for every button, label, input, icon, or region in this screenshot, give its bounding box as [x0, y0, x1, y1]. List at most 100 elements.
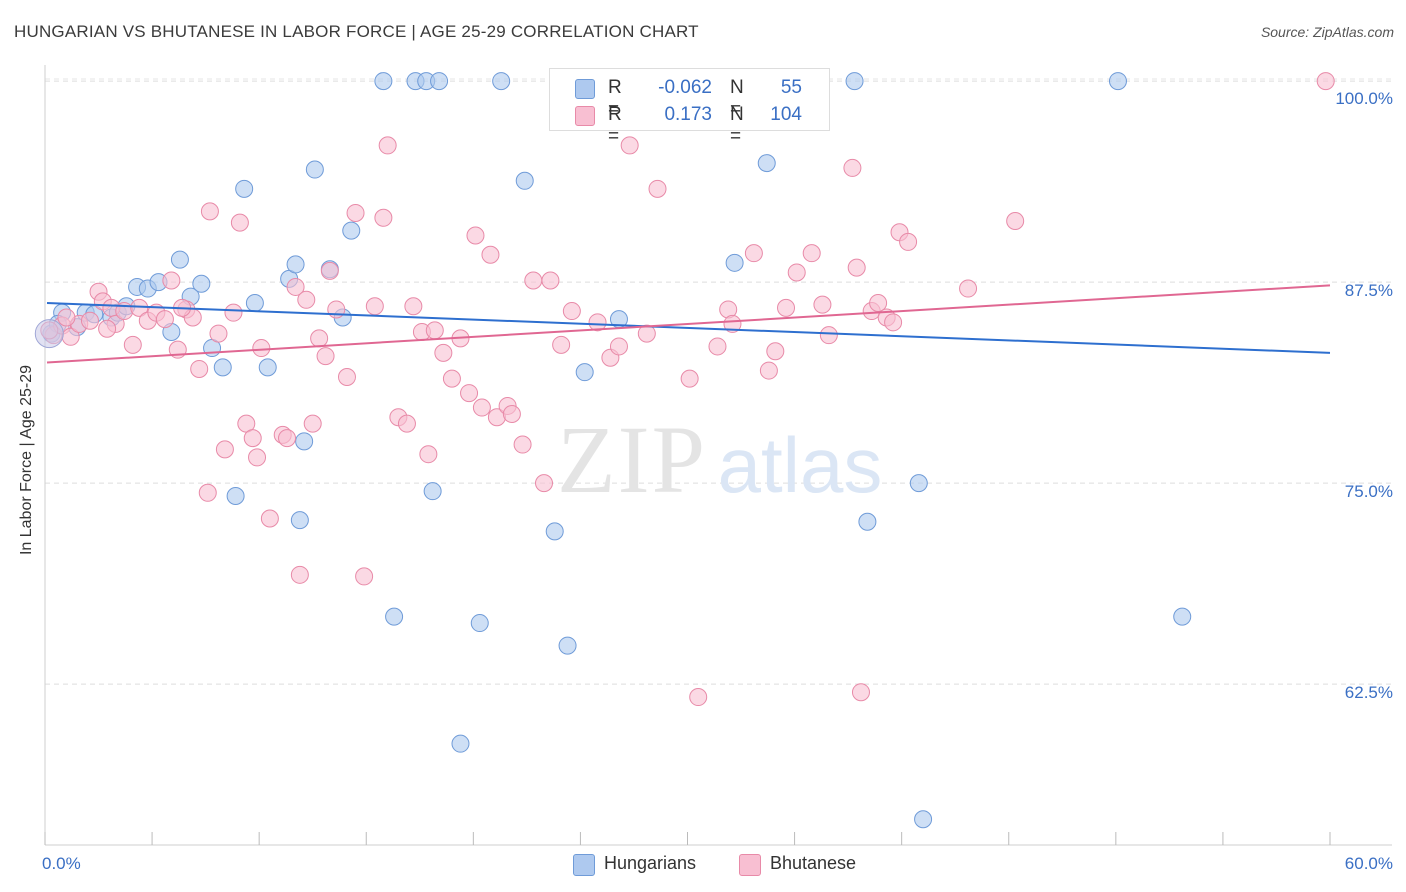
data-point	[813, 295, 832, 314]
data-point	[766, 342, 785, 361]
data-point	[909, 474, 928, 493]
data-point	[258, 358, 277, 377]
data-point	[235, 179, 254, 198]
bottom-legend-label: Hungarians	[604, 853, 697, 873]
trend-line-hungarians	[46, 302, 1331, 354]
data-point	[689, 688, 708, 707]
y-tick-label: 100.0%	[1335, 89, 1393, 108]
data-point	[620, 136, 639, 155]
data-point	[213, 358, 232, 377]
data-point	[845, 72, 864, 91]
data-point	[374, 72, 393, 91]
data-point	[355, 567, 374, 586]
data-point	[535, 474, 554, 493]
legend-n-value: 104	[770, 104, 802, 125]
legend-n-value: 55	[780, 77, 802, 98]
data-point	[430, 72, 449, 91]
data-point	[419, 445, 438, 464]
legend-r-label: R =	[608, 104, 622, 147]
data-point	[759, 361, 778, 380]
axes	[44, 65, 1392, 846]
data-point	[460, 384, 479, 403]
data-point	[209, 324, 228, 343]
data-point	[787, 263, 806, 282]
data-point	[442, 369, 461, 388]
data-point	[637, 324, 656, 343]
data-point	[378, 136, 397, 155]
chart-title: HUNGARIAN VS BHUTANESE IN LABOR FORCE | …	[14, 22, 699, 41]
data-point	[226, 487, 245, 506]
data-point	[224, 303, 243, 322]
data-point	[524, 271, 543, 290]
data-point	[466, 226, 485, 245]
legend-n-label: N =	[730, 77, 744, 120]
legend-r-label: R =	[608, 77, 622, 120]
data-point	[492, 72, 511, 91]
data-point	[843, 158, 862, 177]
data-point	[57, 308, 76, 327]
data-point	[123, 335, 142, 354]
data-point	[588, 313, 607, 332]
y-tick-label: 87.5%	[1345, 281, 1393, 300]
data-point	[320, 261, 339, 280]
data-point	[230, 213, 249, 232]
x-tick-label: 60.0%	[1345, 854, 1393, 873]
data-point	[884, 313, 903, 332]
data-point	[575, 363, 594, 382]
data-point-cluster	[34, 319, 64, 349]
data-point	[198, 483, 217, 502]
data-point	[286, 277, 305, 296]
data-point	[337, 368, 356, 386]
bottom-legend-swatch-hungarians	[573, 854, 595, 876]
data-point	[316, 347, 335, 366]
data-points	[34, 72, 1335, 829]
data-point	[851, 683, 870, 702]
data-point	[248, 448, 267, 467]
data-point	[245, 294, 264, 313]
data-point	[342, 221, 361, 240]
data-point	[290, 511, 309, 530]
correlation-legend: R = -0.062 N = 55 R = 0.173 N = 104	[549, 68, 830, 147]
data-point	[777, 298, 796, 317]
data-point	[648, 179, 667, 198]
legend-r-value: 0.173	[664, 104, 712, 125]
data-point	[680, 369, 699, 388]
data-point	[192, 274, 211, 293]
data-point	[397, 414, 416, 433]
y-axis-label: In Labor Force | Age 25-29	[18, 364, 35, 556]
watermark-zip: ZIP	[557, 406, 707, 513]
watermark-atlas: atlas	[718, 421, 883, 509]
data-point	[98, 319, 117, 338]
data-point	[1108, 72, 1127, 91]
data-point	[858, 512, 877, 531]
data-point	[190, 359, 209, 378]
data-point	[290, 565, 309, 584]
trend-line-bhutanese	[46, 284, 1331, 364]
legend-swatch-hungarians	[575, 79, 595, 99]
trend-lines	[46, 284, 1331, 364]
data-point	[847, 258, 866, 277]
data-point	[155, 310, 174, 329]
y-tick-label: 62.5%	[1345, 683, 1393, 702]
data-point	[434, 343, 453, 362]
data-point	[545, 522, 564, 541]
data-point	[725, 253, 744, 272]
y-tick-label: 75.0%	[1345, 482, 1393, 501]
data-point	[404, 297, 423, 316]
data-point	[515, 171, 534, 190]
bottom-legend-label: Bhutanese	[770, 853, 857, 873]
data-point	[425, 321, 444, 340]
data-point	[423, 482, 442, 501]
data-point	[303, 414, 322, 433]
data-point	[305, 160, 324, 179]
data-point	[481, 245, 500, 264]
data-point	[470, 614, 489, 633]
data-point	[513, 435, 532, 454]
data-point	[959, 279, 978, 298]
data-point	[295, 432, 314, 451]
data-point	[502, 404, 521, 423]
data-point	[286, 255, 305, 274]
data-point	[252, 339, 271, 358]
data-point	[558, 636, 577, 655]
legend-swatch-bhutanese	[575, 106, 595, 126]
